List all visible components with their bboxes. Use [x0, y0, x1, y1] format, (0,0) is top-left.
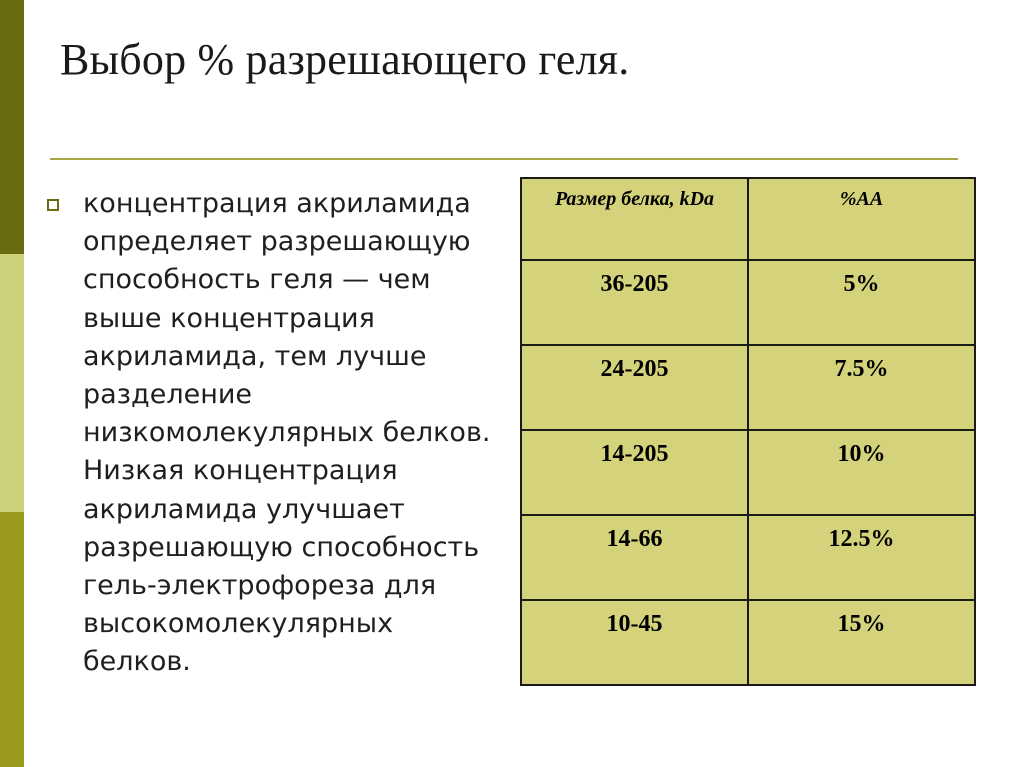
cell-acrylamide-percent: 15% — [747, 599, 976, 686]
table-row: 10-45 15% — [520, 599, 976, 686]
cell-protein-size: 36-205 — [520, 259, 749, 346]
slide-title: Выбор % разрешающего геля. — [60, 35, 630, 84]
cell-acrylamide-percent: 7.5% — [747, 344, 976, 431]
cell-protein-size: 24-205 — [520, 344, 749, 431]
cell-protein-size: 10-45 — [520, 599, 749, 686]
cell-acrylamide-percent: 12.5% — [747, 514, 976, 601]
cell-acrylamide-percent: 10% — [747, 429, 976, 516]
side-bar-light-segment — [0, 254, 24, 512]
table-row: 14-66 12.5% — [520, 514, 976, 601]
cell-protein-size: 14-66 — [520, 514, 749, 601]
table-row: 24-205 7.5% — [520, 344, 976, 431]
gel-percentage-table: Размер белка, kDa %AA 36-205 5% 24-205 7… — [520, 177, 976, 686]
table-row: 14-205 10% — [520, 429, 976, 516]
header-protein-size: Размер белка, kDa — [520, 177, 749, 261]
square-bullet-icon — [47, 199, 59, 211]
side-bar-dark-segment — [0, 0, 24, 254]
cell-acrylamide-percent: 5% — [747, 259, 976, 346]
header-acrylamide-percent: %AA — [747, 177, 976, 261]
table-row: 36-205 5% — [520, 259, 976, 346]
bullet-text: концентрация акриламида определяет разре… — [83, 188, 491, 678]
table-header-row: Размер белка, kDa %AA — [520, 177, 976, 261]
cell-protein-size: 14-205 — [520, 429, 749, 516]
side-bar-olive-segment — [0, 512, 24, 767]
title-divider — [50, 158, 958, 160]
